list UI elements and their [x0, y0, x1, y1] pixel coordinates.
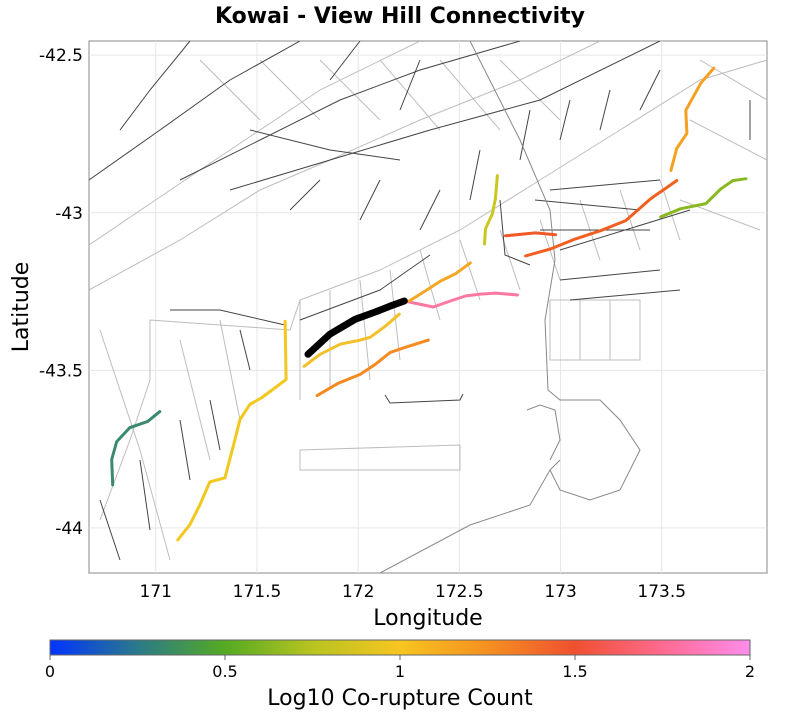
- colorbar-tick-label: 1.5: [562, 662, 587, 681]
- rupture-trace: [504, 231, 557, 238]
- y-axis-label: Latitude: [9, 262, 34, 353]
- colorbar: [49, 639, 751, 656]
- x-tick-label: 172: [342, 582, 374, 602]
- colorbar-tick-label: 2: [745, 662, 755, 681]
- y-tick-label: -44: [55, 519, 83, 539]
- colorbar-tick-label: 1: [395, 662, 405, 681]
- rupture-trace: [483, 174, 499, 246]
- rupture-trace: [110, 410, 162, 487]
- y-axis-ticks: -42.5 -43 -43.5 -44: [39, 46, 83, 539]
- x-tick-label: 173: [544, 582, 576, 602]
- rupture-trace: [524, 179, 679, 258]
- x-tick-label: 171.5: [233, 582, 282, 602]
- y-tick-label: -43.5: [39, 361, 83, 381]
- background-faults: [89, 41, 767, 573]
- chart-title: Kowai - View Hill Connectivity: [215, 4, 585, 29]
- rupture-trace: [669, 66, 716, 172]
- x-axis-ticks: 171 171.5 172 172.5 173 173.5: [140, 582, 687, 602]
- rupture-trace: [315, 338, 430, 398]
- y-tick-label: -42.5: [39, 46, 83, 66]
- rupture-trace: [407, 261, 472, 303]
- x-tick-label: 171: [140, 582, 172, 602]
- colorbar-tick-label: 0: [45, 662, 55, 681]
- x-tick-label: 172.5: [435, 582, 484, 602]
- colorbar-ticks: 0 0.5 1 1.5 2: [45, 655, 755, 681]
- colorbar-label: Log10 Co-rupture Count: [267, 686, 533, 711]
- rupture-trace: [402, 291, 519, 309]
- source-fault-trace: [304, 297, 408, 358]
- rupture-trace: [659, 177, 748, 219]
- colorbar-tick-label: 0.5: [212, 662, 237, 681]
- rupture-trace: [176, 319, 288, 542]
- grid-lines: [89, 41, 767, 573]
- x-axis-label: Longitude: [373, 606, 482, 631]
- x-tick-label: 173.5: [637, 582, 686, 602]
- rupture-traces: [110, 66, 748, 542]
- rupture-trace: [302, 312, 401, 368]
- y-tick-label: -43: [55, 204, 83, 224]
